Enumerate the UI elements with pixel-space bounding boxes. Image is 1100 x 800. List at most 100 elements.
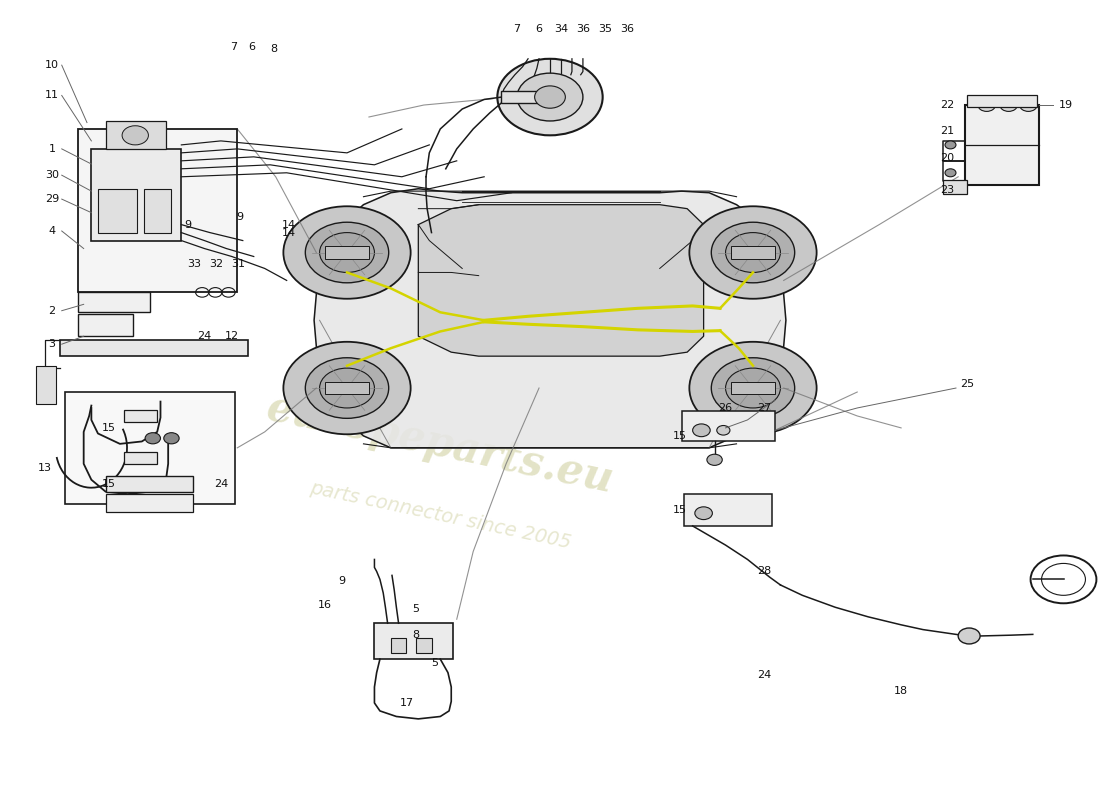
Text: 4: 4 xyxy=(48,226,55,236)
Text: 30: 30 xyxy=(45,170,59,180)
Circle shape xyxy=(284,206,410,298)
Bar xyxy=(36,366,56,404)
Bar xyxy=(65,392,235,504)
Bar xyxy=(732,382,774,394)
Circle shape xyxy=(958,628,980,644)
Text: 9: 9 xyxy=(338,576,345,586)
Circle shape xyxy=(1000,98,1018,111)
Bar xyxy=(943,180,967,194)
Bar xyxy=(124,410,157,422)
Text: 14: 14 xyxy=(282,227,296,238)
Text: 6: 6 xyxy=(249,42,255,52)
Circle shape xyxy=(707,454,723,466)
Bar xyxy=(78,314,133,336)
Text: 3: 3 xyxy=(48,339,55,349)
Bar xyxy=(416,638,431,653)
Text: 28: 28 xyxy=(757,566,771,577)
Text: 6: 6 xyxy=(536,24,542,34)
Circle shape xyxy=(695,507,713,519)
Text: 1: 1 xyxy=(48,144,55,154)
Text: 19: 19 xyxy=(1058,100,1072,110)
Text: 15: 15 xyxy=(102,478,116,489)
Circle shape xyxy=(945,169,956,177)
Text: 10: 10 xyxy=(45,60,59,70)
Circle shape xyxy=(726,233,780,273)
Text: 15: 15 xyxy=(672,505,686,515)
Text: 21: 21 xyxy=(940,126,955,135)
Circle shape xyxy=(497,58,603,135)
Bar xyxy=(78,129,238,292)
Text: 36: 36 xyxy=(576,24,590,34)
Text: 26: 26 xyxy=(718,403,733,413)
Text: 22: 22 xyxy=(940,100,955,110)
Circle shape xyxy=(306,222,388,283)
Circle shape xyxy=(122,126,149,145)
Polygon shape xyxy=(315,189,785,448)
Circle shape xyxy=(320,233,374,273)
Circle shape xyxy=(945,141,956,149)
Text: 5: 5 xyxy=(431,658,438,668)
Text: 14: 14 xyxy=(282,220,296,230)
Bar xyxy=(326,246,368,259)
Text: 8: 8 xyxy=(270,44,277,54)
Text: 5: 5 xyxy=(412,604,419,614)
Circle shape xyxy=(306,358,388,418)
Text: 17: 17 xyxy=(400,698,415,708)
Text: 12: 12 xyxy=(224,331,239,342)
Text: 23: 23 xyxy=(940,186,955,195)
Bar xyxy=(106,476,194,492)
Bar xyxy=(732,246,774,259)
Text: 2: 2 xyxy=(48,306,55,316)
Bar xyxy=(390,638,406,653)
Circle shape xyxy=(693,424,711,437)
Bar xyxy=(59,340,249,356)
Bar xyxy=(374,623,453,659)
Circle shape xyxy=(1020,98,1037,111)
Text: 16: 16 xyxy=(318,600,332,610)
Text: 9: 9 xyxy=(235,212,243,222)
Text: 33: 33 xyxy=(187,259,201,270)
Bar xyxy=(144,189,172,233)
Circle shape xyxy=(712,222,794,283)
Bar xyxy=(106,494,194,512)
Circle shape xyxy=(712,358,794,418)
Text: 7: 7 xyxy=(514,24,520,34)
Text: parts connector since 2005: parts connector since 2005 xyxy=(308,478,573,553)
Text: 36: 36 xyxy=(619,24,634,34)
Text: 7: 7 xyxy=(230,42,238,52)
Text: 35: 35 xyxy=(598,24,612,34)
Text: 24: 24 xyxy=(197,331,211,342)
Circle shape xyxy=(164,433,179,444)
Circle shape xyxy=(517,73,583,121)
Circle shape xyxy=(978,98,996,111)
Text: 24: 24 xyxy=(213,478,228,489)
Text: 32: 32 xyxy=(209,259,223,270)
Bar xyxy=(124,452,157,464)
Circle shape xyxy=(717,426,730,435)
Text: 34: 34 xyxy=(554,24,568,34)
Text: 18: 18 xyxy=(894,686,909,696)
Circle shape xyxy=(690,206,816,298)
Text: 31: 31 xyxy=(231,259,245,270)
Text: 24: 24 xyxy=(757,670,771,680)
Text: 29: 29 xyxy=(45,194,59,204)
Text: 9: 9 xyxy=(185,220,191,230)
Text: 8: 8 xyxy=(412,630,420,640)
Polygon shape xyxy=(418,205,704,356)
Bar xyxy=(967,95,1037,106)
Text: 13: 13 xyxy=(39,462,53,473)
Bar xyxy=(78,292,150,312)
Text: 25: 25 xyxy=(960,379,974,389)
Bar xyxy=(106,121,166,149)
Circle shape xyxy=(726,368,780,408)
Text: 11: 11 xyxy=(45,90,59,101)
Text: 15: 15 xyxy=(672,431,686,441)
Bar xyxy=(500,91,553,102)
Circle shape xyxy=(320,368,374,408)
Text: 27: 27 xyxy=(757,403,771,413)
Bar xyxy=(684,494,771,526)
Bar xyxy=(965,105,1040,185)
Bar xyxy=(326,382,368,394)
Circle shape xyxy=(535,86,565,108)
Bar xyxy=(91,149,182,241)
